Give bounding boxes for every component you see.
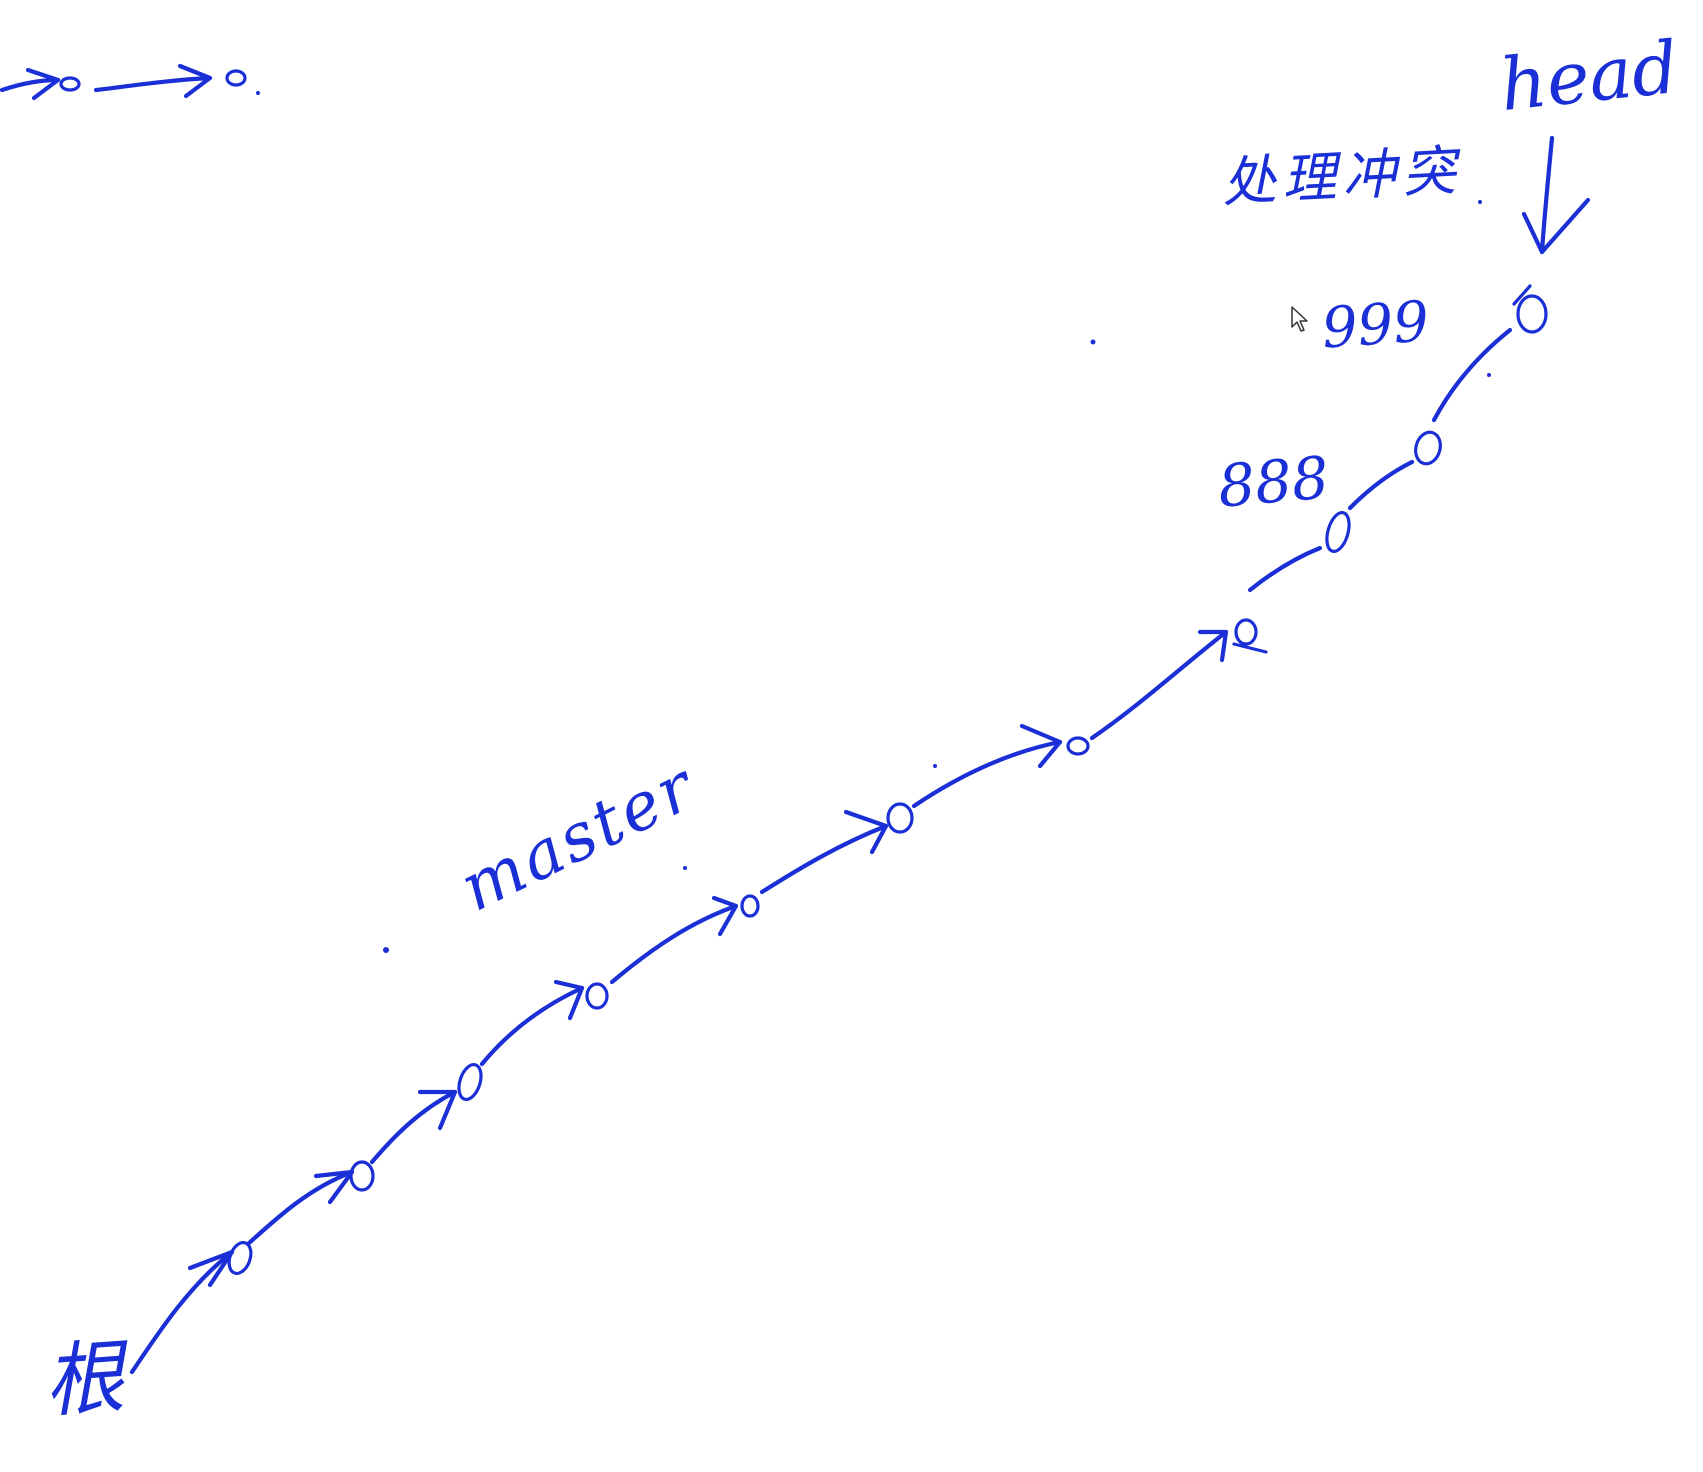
stray-dot bbox=[1487, 373, 1491, 377]
commit-node-888 bbox=[1325, 510, 1351, 554]
chain-line-9 bbox=[1247, 545, 1323, 593]
commit-999-label: 999 bbox=[1319, 289, 1431, 362]
commit-node-2 bbox=[349, 1160, 375, 1192]
stray-dot bbox=[683, 866, 687, 870]
head-label: head bbox=[1496, 24, 1682, 128]
chain-arrow-5 bbox=[609, 903, 739, 985]
chain-arrowhead-5 bbox=[711, 895, 739, 937]
stray-dot bbox=[1478, 200, 1482, 204]
chain-arrow-3 bbox=[369, 1089, 458, 1165]
head-pointer-arrowhead bbox=[1521, 197, 1591, 255]
commit-node-4 bbox=[585, 982, 609, 1010]
legend-arrow-2-head bbox=[177, 63, 213, 99]
stray-dot bbox=[383, 947, 389, 953]
legend-commit-chain bbox=[0, 63, 260, 101]
chain-arrowhead-6 bbox=[843, 809, 889, 855]
mouse-pointer-icon bbox=[1291, 306, 1308, 332]
chain-arrow-1 bbox=[129, 1249, 235, 1375]
stray-dot bbox=[933, 764, 937, 768]
chain-arrow-8 bbox=[1089, 629, 1229, 741]
chain-arrowhead-7 bbox=[1019, 723, 1063, 769]
commit-node-5 bbox=[740, 894, 760, 918]
commit-888-label: 888 bbox=[1215, 443, 1332, 521]
chain-line-10 bbox=[1347, 459, 1415, 511]
head-pointer-shaft bbox=[1539, 135, 1555, 255]
chain-arrow-7 bbox=[911, 739, 1063, 809]
chain-arrow-6 bbox=[759, 823, 889, 895]
head-pointer bbox=[1521, 135, 1591, 255]
legend-node-2 bbox=[225, 69, 247, 87]
commit-node-6 bbox=[886, 802, 914, 834]
legend-arrow-2-shaft bbox=[93, 75, 213, 93]
commit-node-8-mark bbox=[1232, 642, 1268, 654]
legend-dot bbox=[256, 91, 260, 95]
chain-arrowhead-3 bbox=[417, 1089, 458, 1131]
root-label: 根 bbox=[40, 1330, 128, 1429]
commit-node-1 bbox=[227, 1240, 253, 1276]
chain-arrowhead-4 bbox=[553, 979, 585, 1021]
legend-node-1 bbox=[59, 76, 81, 92]
commit-node-999 bbox=[1414, 430, 1442, 466]
legend-arrow-1-head bbox=[25, 67, 61, 101]
stray-dot bbox=[1090, 339, 1096, 345]
chain-arrow-2 bbox=[245, 1169, 355, 1247]
chain-arrowhead-8 bbox=[1197, 629, 1229, 663]
resolve-conflict-label: 处理冲突 bbox=[1220, 138, 1464, 215]
commit-node-8 bbox=[1234, 618, 1258, 646]
main-commit-chain bbox=[129, 284, 1548, 1375]
commit-node-head bbox=[1516, 294, 1548, 334]
commit-node-7 bbox=[1066, 736, 1090, 756]
stray-dots bbox=[383, 200, 1491, 953]
commit-chain bbox=[0, 63, 1591, 1375]
commit-node-3 bbox=[457, 1063, 483, 1101]
chain-line-11 bbox=[1431, 327, 1513, 423]
commit-node-head-tail bbox=[1512, 284, 1532, 306]
chain-arrow-4 bbox=[479, 985, 585, 1067]
